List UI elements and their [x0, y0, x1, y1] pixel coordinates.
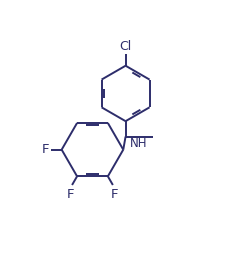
Text: F: F: [66, 189, 74, 202]
Text: F: F: [42, 143, 49, 156]
Text: NH: NH: [129, 136, 147, 150]
Text: Cl: Cl: [119, 40, 131, 53]
Text: F: F: [110, 189, 118, 202]
